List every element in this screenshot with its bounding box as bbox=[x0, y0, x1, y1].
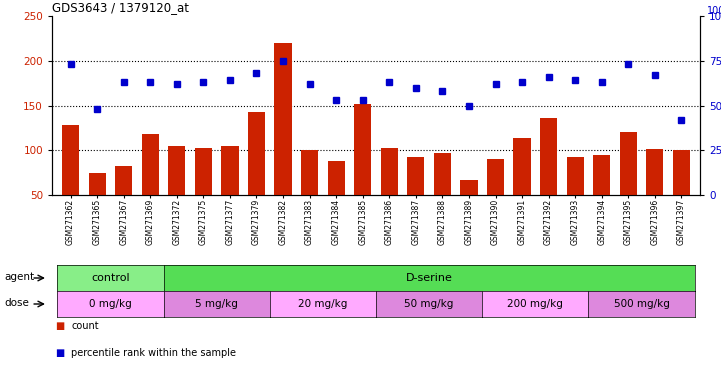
Bar bbox=[115, 166, 133, 240]
Bar bbox=[89, 173, 106, 240]
Bar bbox=[673, 150, 690, 240]
Bar bbox=[248, 112, 265, 240]
Bar bbox=[327, 161, 345, 240]
Text: 20 mg/kg: 20 mg/kg bbox=[298, 299, 348, 309]
Bar bbox=[460, 180, 477, 240]
Bar bbox=[275, 43, 292, 240]
Bar bbox=[141, 134, 159, 240]
Text: 50 mg/kg: 50 mg/kg bbox=[404, 299, 454, 309]
Bar bbox=[646, 149, 663, 240]
Bar bbox=[168, 146, 185, 240]
Bar bbox=[62, 125, 79, 240]
Text: ■: ■ bbox=[56, 321, 68, 331]
Bar bbox=[354, 104, 371, 240]
Bar bbox=[513, 138, 531, 240]
Bar bbox=[407, 157, 425, 240]
Text: 0 mg/kg: 0 mg/kg bbox=[89, 299, 132, 309]
Bar bbox=[381, 147, 398, 240]
Text: 100%: 100% bbox=[707, 6, 721, 16]
Text: 500 mg/kg: 500 mg/kg bbox=[614, 299, 670, 309]
Text: percentile rank within the sample: percentile rank within the sample bbox=[71, 349, 236, 359]
Bar bbox=[434, 153, 451, 240]
Text: 5 mg/kg: 5 mg/kg bbox=[195, 299, 238, 309]
Text: agent: agent bbox=[4, 272, 35, 282]
Bar bbox=[619, 132, 637, 240]
Text: D-serine: D-serine bbox=[406, 273, 453, 283]
Bar bbox=[195, 147, 212, 240]
Text: 200 mg/kg: 200 mg/kg bbox=[508, 299, 563, 309]
Bar bbox=[487, 159, 504, 240]
Bar bbox=[540, 118, 557, 240]
Text: control: control bbox=[91, 273, 130, 283]
Text: ■: ■ bbox=[56, 349, 68, 359]
Bar bbox=[301, 150, 318, 240]
Text: dose: dose bbox=[4, 298, 29, 308]
Text: GDS3643 / 1379120_at: GDS3643 / 1379120_at bbox=[52, 1, 189, 14]
Bar bbox=[593, 155, 611, 240]
Bar bbox=[221, 146, 239, 240]
Bar bbox=[567, 157, 584, 240]
Text: count: count bbox=[71, 321, 99, 331]
